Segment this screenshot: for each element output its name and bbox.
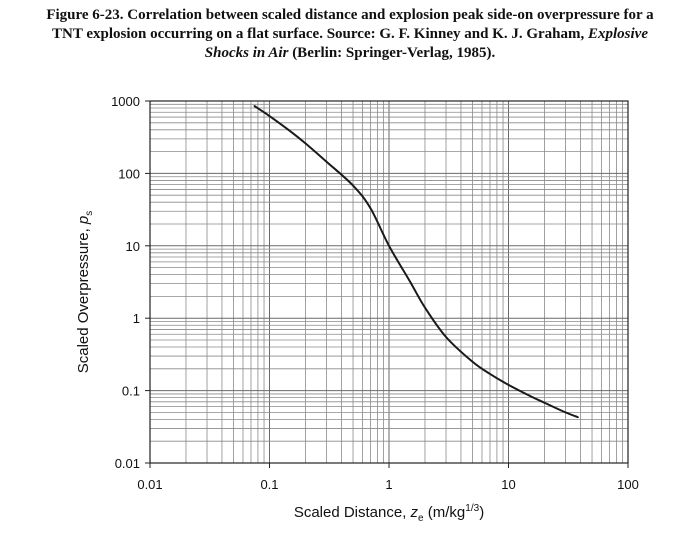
caption-line-2: TNT explosion occurring on a flat surfac… [0,25,700,44]
y-tick-label: 0.01 [115,456,140,471]
x-axis-title-sub: e [418,513,424,524]
y-axis-title-var: p [75,216,92,225]
y-axis-title: Scaled Overpressure, ps [75,211,95,374]
x-axis-title-unit-close: ) [479,504,484,521]
x-tick-label: 10 [501,477,515,492]
caption-line-1: Figure 6-23. Correlation between scaled … [0,6,700,25]
caption-book-title-part1: Explosive [588,26,648,42]
x-tick-label: 0.01 [137,477,162,492]
x-axis-title: Scaled Distance, ze (m/kg1/3) [294,503,484,524]
caption-mid: TNT explosion occurring on a flat surfac… [52,26,585,42]
y-axis-title-main: Scaled Overpressure, [75,224,92,373]
tick-labels: 0.01 0.1 1 10 100 0.01 0.1 1 10 100 1000 [111,94,639,492]
x-axis-title-main: Scaled Distance, [294,504,411,521]
y-tick-label: 1000 [111,94,140,109]
series-line [253,105,579,419]
x-tick-label: 0.1 [260,477,278,492]
x-axis-title-var: z [410,504,419,521]
y-axis-title-sub: s [84,211,95,216]
y-tick-label: 1 [133,311,140,326]
y-tick-label: 10 [126,239,140,254]
caption-book-title-part2: Shocks in Air [204,45,289,61]
x-axis-title-unit-open: (m/kg [424,504,466,521]
y-tick-label: 100 [118,166,140,181]
grid [149,101,628,464]
x-axis-title-unit-sup: 1/3 [465,503,479,514]
caption-lead: Figure 6-23. Correlation between scaled … [46,7,654,23]
caption-publisher: (Berlin: Springer-Verlag, 1985). [292,45,496,61]
x-tick-label: 1 [385,477,392,492]
axes [145,100,629,468]
x-tick-label: 100 [617,477,639,492]
caption-line-3: Shocks in Air (Berlin: Springer-Verlag, … [0,44,700,63]
figure-caption: Figure 6-23. Correlation between scaled … [0,6,700,63]
series [253,105,579,419]
y-tick-label: 0.1 [122,384,140,399]
